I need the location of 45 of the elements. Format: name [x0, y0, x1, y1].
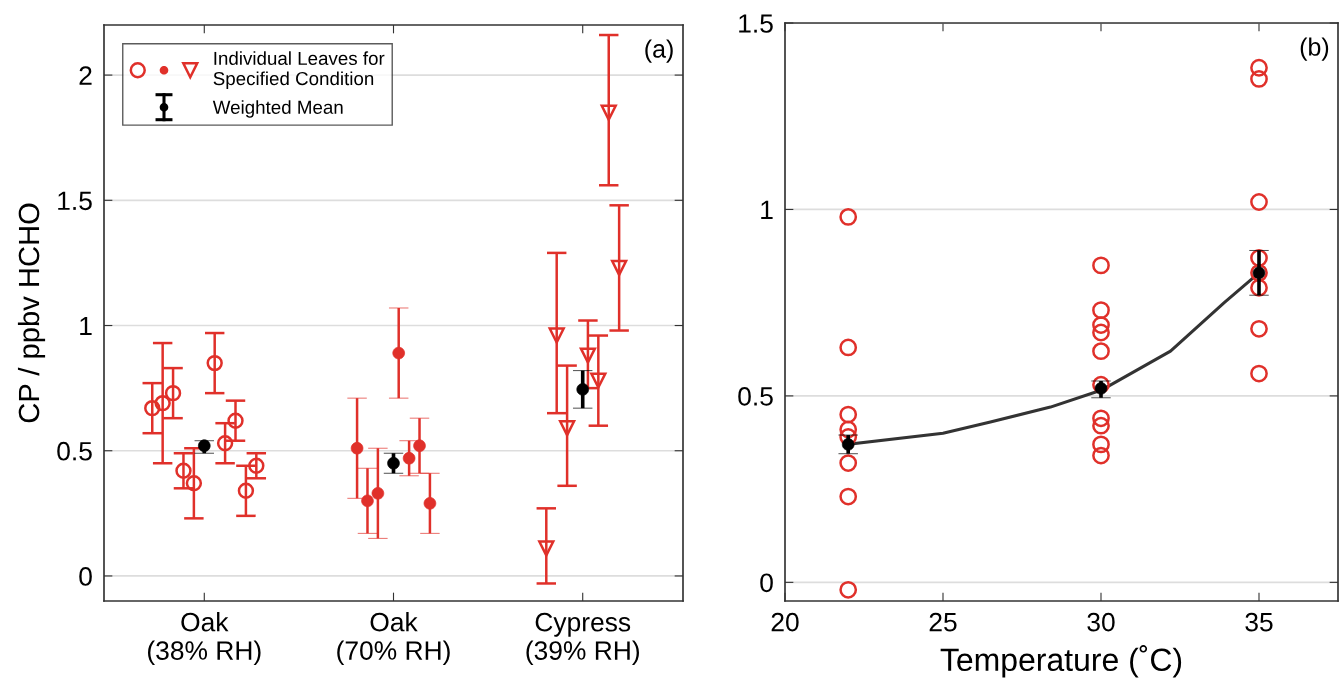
y-tick-label: 1: [761, 200, 773, 220]
x-axis-title: Temperature (˚C): [940, 645, 1182, 678]
y-tick-label: 1: [80, 316, 92, 336]
x-tick-label: Oak (70% RH): [337, 612, 450, 666]
y-tick-label: 1.5: [58, 191, 92, 211]
point: [839, 405, 858, 424]
point: [1092, 301, 1110, 320]
y-tick-label: 0.5: [57, 441, 92, 461]
y-tick-label: 0.5: [738, 387, 773, 406]
x-tick-label: 25: [929, 612, 957, 632]
x-tick-label: 30: [1087, 612, 1115, 632]
point: [839, 487, 858, 506]
point: [1250, 70, 1268, 88]
point: [1250, 58, 1268, 77]
point: [839, 208, 858, 226]
point: [1092, 435, 1110, 454]
x-tick-label: Cypress (39% RH): [526, 612, 639, 666]
legend-label: Weighted Mean: [212, 100, 343, 118]
x-tick-label: Oak (38% RH): [148, 612, 261, 666]
legend-label: Individual Leaves for Specified Condition: [213, 51, 385, 89]
point: [1250, 364, 1268, 383]
point: [1092, 256, 1110, 275]
y-tick-label: 0: [79, 567, 92, 586]
y-tick-label: 2: [79, 66, 92, 85]
point: [1250, 193, 1268, 211]
point: [839, 454, 858, 472]
y-tick-label: 0: [760, 573, 773, 593]
y-axis-title: CP / ppbv HCHO: [17, 203, 46, 423]
x-tick-label: 35: [1245, 612, 1273, 632]
point: [1250, 278, 1268, 297]
annotation: (a): [645, 39, 673, 63]
point: [1092, 342, 1110, 361]
point: [839, 420, 858, 439]
point: [1092, 323, 1110, 342]
point: [1092, 409, 1110, 428]
point: [839, 428, 858, 446]
point: [1092, 316, 1110, 334]
point: [839, 338, 858, 357]
point: [1092, 416, 1110, 435]
annotation: (b): [1300, 37, 1329, 61]
point: [839, 580, 858, 599]
x-tick-label: 20: [771, 612, 799, 632]
point: [1092, 446, 1110, 465]
point: [1250, 319, 1268, 338]
y-tick-label: 1.5: [739, 14, 773, 33]
